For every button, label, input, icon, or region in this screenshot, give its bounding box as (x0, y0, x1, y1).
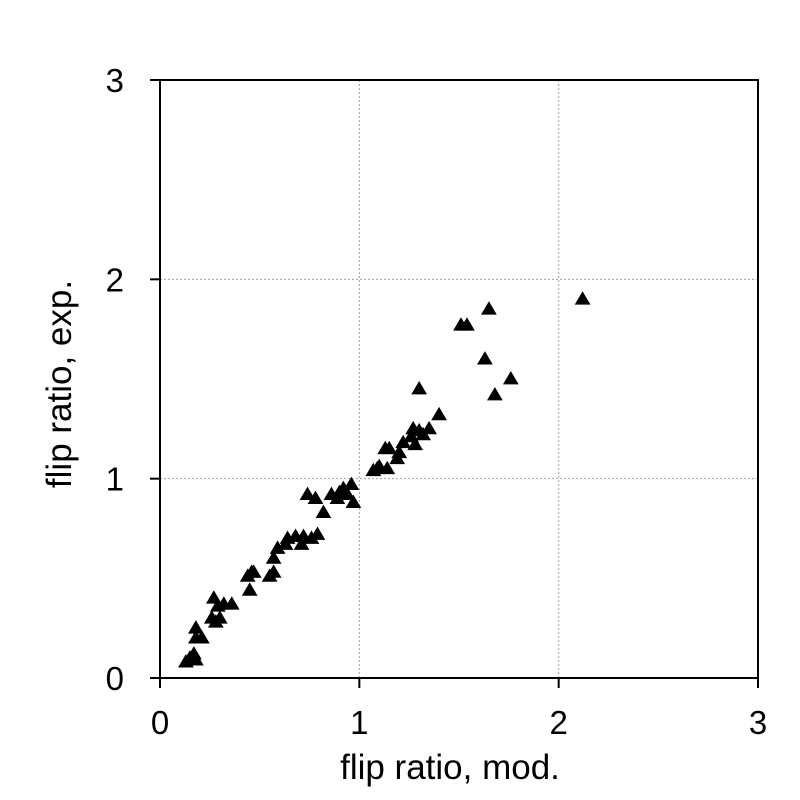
data-point-triangle (307, 490, 324, 504)
y-tick-label: 0 (106, 660, 124, 697)
data-point-triangle (309, 526, 326, 540)
plot-area-frame (159, 79, 759, 679)
data-point-triangle (241, 582, 258, 596)
data-point-triangle (188, 620, 204, 634)
axis-ticks: 0 1 2 3 0 1 2 3 (106, 62, 768, 741)
x-axis-title: flip ratio, mod. (340, 748, 560, 787)
y-tick-label: 2 (106, 261, 124, 298)
x-tick-label: 0 (151, 704, 169, 741)
y-tick-label: 3 (106, 62, 124, 99)
data-point-triangle (265, 564, 282, 578)
data-point-triangle (343, 476, 360, 491)
data-point-triangle (188, 652, 204, 666)
data-point-triangle (299, 486, 316, 501)
x-tick-label: 2 (549, 704, 567, 741)
data-point-triangle (574, 291, 591, 305)
data-point-triangle (223, 596, 240, 610)
y-axis-title: flip ratio, exp. (40, 280, 79, 488)
data-point-triangle (193, 630, 210, 644)
data-point-triangle (345, 494, 362, 508)
x-tick-label: 3 (749, 704, 767, 741)
data-point-triangle (379, 460, 396, 475)
data-point-triangle (481, 301, 497, 315)
data-point-triangle (381, 440, 398, 455)
data-point-triangle (245, 564, 262, 578)
data-point-triangle (421, 420, 437, 435)
data-point-triangle (487, 386, 503, 401)
data-point-triangle (459, 317, 475, 331)
data-point-triangle (265, 550, 282, 564)
data-point-triangle (477, 351, 493, 365)
data-point-triangle (315, 504, 332, 518)
data-points (178, 291, 591, 668)
data-point-triangle (411, 380, 428, 395)
x-tick-label: 1 (350, 704, 368, 741)
data-point-triangle (211, 610, 228, 624)
data-point-triangle (502, 371, 519, 385)
y-tick-label: 1 (106, 461, 124, 498)
data-point-triangle (339, 486, 356, 501)
data-point-triangle (407, 436, 424, 451)
data-point-triangle (391, 444, 408, 459)
data-point-triangle (431, 406, 447, 421)
